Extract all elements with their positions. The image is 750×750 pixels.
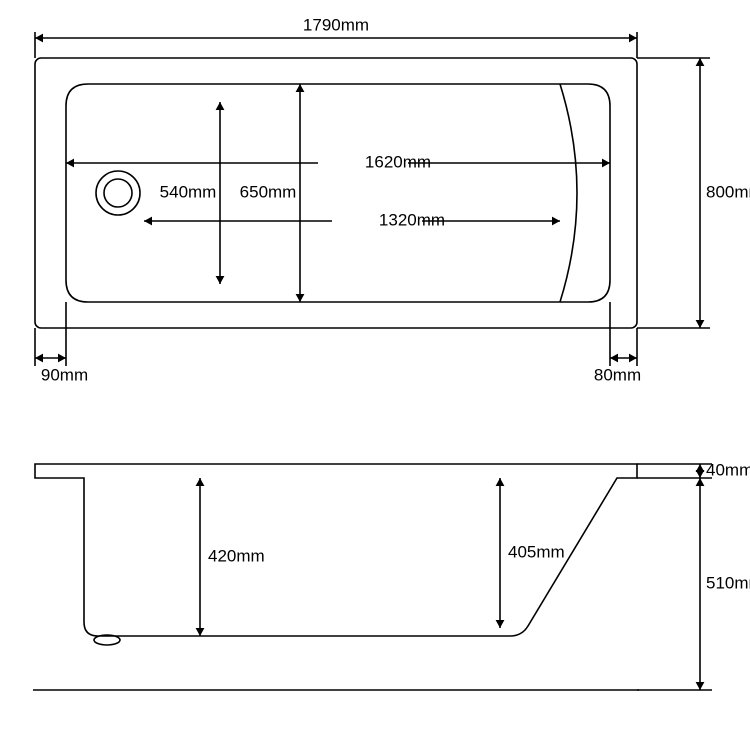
drain-inner [104, 179, 132, 207]
dim-90: 90mm [41, 365, 88, 384]
dim-80: 80mm [594, 365, 641, 384]
dim-40: 40mm [706, 460, 750, 479]
dim-800: 800mm [706, 182, 750, 201]
top-outer [35, 58, 637, 328]
dim-1320: 1320mm [379, 210, 445, 229]
dim-510: 510mm [706, 573, 750, 592]
dim-1620: 1620mm [365, 152, 431, 171]
dim-540: 540mm [160, 182, 217, 201]
top-backrest-curve [560, 84, 577, 302]
dim-420: 420mm [208, 546, 265, 565]
drain-outer [96, 171, 140, 215]
dim-650: 650mm [240, 182, 297, 201]
dim-1790: 1790mm [303, 15, 369, 34]
dim-405: 405mm [508, 542, 565, 561]
top-inner [66, 84, 610, 302]
